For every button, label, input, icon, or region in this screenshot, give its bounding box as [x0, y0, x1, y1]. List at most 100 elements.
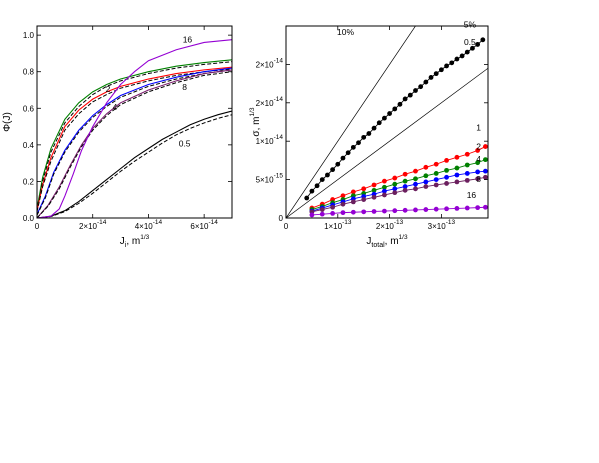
reference-line [286, 26, 416, 218]
data-point [444, 63, 449, 69]
data-point [433, 182, 439, 188]
plot-frame [36, 25, 233, 219]
data-point [438, 67, 444, 73]
data-point [402, 187, 408, 193]
x-axis-label: Jtotal, m1/3 [366, 234, 408, 249]
left-panel-phi-chart: 0 2×10-14 4×10-14 6×10-14 0.0 0.2 0.4 0.6 0.8 1.0… [2, 25, 233, 249]
data-point [475, 205, 481, 211]
curve-label: 0.5 [179, 139, 191, 149]
data-point [314, 183, 320, 189]
data-point [407, 92, 413, 98]
data-point [382, 208, 387, 214]
series-line [311, 206, 486, 216]
data-point [350, 144, 356, 150]
right-panel-sigma-chart: 0 1×10-13 2×10-13 3×10-1305×10-151×10-142×1… [249, 20, 489, 249]
series-line [311, 170, 486, 212]
data-point [423, 164, 429, 170]
data-point [449, 60, 455, 66]
data-point [423, 79, 429, 85]
curve-label: 1 [476, 122, 481, 132]
reference-line [286, 67, 488, 218]
data-point [433, 71, 439, 77]
curve-label: 10% [337, 27, 354, 37]
y-tick-label: 0.6 [23, 104, 35, 113]
data-point [444, 181, 449, 186]
y-axis-label: σ, m1/3 [249, 107, 262, 136]
series-line [37, 67, 232, 215]
data-point [413, 88, 418, 93]
data-point [483, 144, 488, 149]
data-point [356, 140, 361, 146]
data-point [475, 160, 481, 166]
data-point [345, 150, 351, 156]
y-tick-label: 0 [279, 214, 284, 223]
data-point [454, 56, 460, 62]
plot-frame [285, 25, 489, 219]
series-line [311, 146, 486, 209]
data-point [464, 162, 470, 168]
data-point [402, 184, 408, 189]
y-tick-label: 5×10-15 [256, 173, 284, 185]
data-point [319, 177, 325, 183]
data-point [464, 49, 470, 55]
data-point [330, 204, 336, 210]
data-point [475, 148, 481, 153]
series-line [37, 39, 232, 218]
data-point [371, 125, 377, 131]
data-point [397, 101, 403, 107]
data-point [454, 179, 460, 185]
data-point [330, 167, 336, 173]
data-point [483, 174, 488, 180]
series-dashed-line [37, 114, 232, 218]
curve-label: 5% [464, 20, 477, 30]
y-tick-label: 0.2 [23, 177, 35, 186]
data-point [340, 210, 346, 216]
data-point [413, 168, 418, 174]
x-tick-label: 2×10-13 [376, 219, 404, 231]
data-point [382, 184, 387, 190]
y-axis-label: Φ(J) [2, 112, 13, 132]
data-point [413, 186, 418, 192]
data-point [309, 212, 315, 218]
data-point [464, 177, 470, 183]
curve-label: 0.5 [464, 37, 476, 47]
data-point [402, 171, 408, 177]
data-point [454, 172, 460, 178]
x-tick-label: 3×10-13 [428, 219, 456, 231]
y-tick-label: 0.4 [23, 141, 35, 150]
data-point [433, 161, 439, 167]
data-point [423, 173, 429, 179]
data-point [454, 206, 460, 211]
curve-label: 16 [183, 34, 193, 44]
data-point [483, 168, 488, 174]
x-tick-label: 1×10-13 [324, 219, 352, 231]
series-dashed-line [37, 69, 232, 216]
data-point [350, 189, 356, 195]
data-point [392, 208, 398, 214]
series-dashed-line [37, 61, 232, 211]
data-point [350, 209, 356, 215]
data-point [392, 106, 398, 112]
data-point [470, 45, 475, 51]
data-point [423, 179, 429, 185]
data-point [402, 96, 408, 102]
data-point [413, 176, 418, 182]
x-tick-label: 0 [284, 222, 289, 231]
plot-area [37, 39, 232, 218]
data-point [340, 193, 346, 199]
data-point [483, 157, 488, 163]
data-point [454, 165, 460, 171]
data-point [444, 158, 449, 163]
curve-label: 4 [476, 154, 481, 164]
data-point [444, 206, 449, 212]
series-line [37, 59, 232, 209]
data-point [464, 151, 470, 157]
data-point [454, 154, 460, 160]
data-point [366, 131, 372, 136]
data-point [392, 181, 398, 187]
data-point [382, 188, 387, 194]
x-axis-label: Ji, m1/3 [120, 234, 150, 249]
data-point [480, 37, 486, 43]
data-point [418, 84, 424, 90]
